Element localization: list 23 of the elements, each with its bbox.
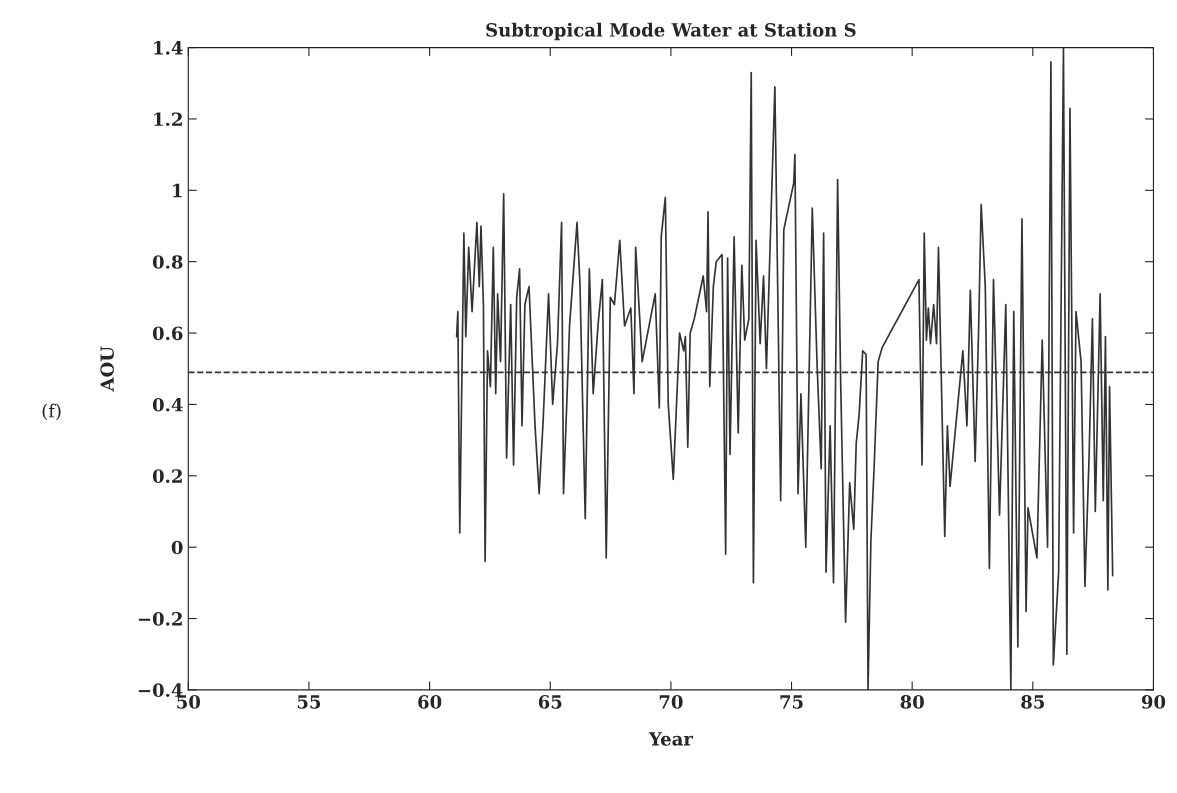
x-tick-label: 50 bbox=[177, 695, 201, 709]
text: (f) bbox=[42, 403, 61, 421]
x-tick-label: 80 bbox=[900, 695, 924, 709]
x-tick-label: 90 bbox=[1141, 695, 1166, 709]
x-tick-label: 85 bbox=[1021, 695, 1045, 709]
x-tick-label: 65 bbox=[538, 695, 562, 709]
y-tick-label: −0.2 bbox=[138, 612, 182, 626]
y-tick-label: 1.2 bbox=[154, 112, 182, 127]
chart-title: Subtropical Mode Water at Station S bbox=[486, 22, 856, 41]
x-axis-title: Year bbox=[648, 732, 694, 746]
y-tick-label: 0.6 bbox=[152, 326, 183, 341]
y-tick-label: 0 bbox=[171, 540, 183, 555]
x-tick-label: 75 bbox=[780, 695, 803, 709]
y-tick-label: 0.8 bbox=[152, 255, 183, 269]
x-tick-label: 55 bbox=[297, 695, 321, 709]
y-tick-label: −0.4 bbox=[138, 683, 183, 698]
x-tick-label: 60 bbox=[418, 695, 442, 709]
y-tick-label: 0.2 bbox=[152, 469, 182, 483]
y-tick-label: 1 bbox=[173, 183, 182, 198]
x-tick-label: 70 bbox=[659, 695, 683, 709]
y-axis-title: AOU bbox=[100, 346, 114, 392]
y-tick-label: 0.4 bbox=[152, 397, 183, 412]
y-tick-label: 1.4 bbox=[154, 41, 183, 55]
